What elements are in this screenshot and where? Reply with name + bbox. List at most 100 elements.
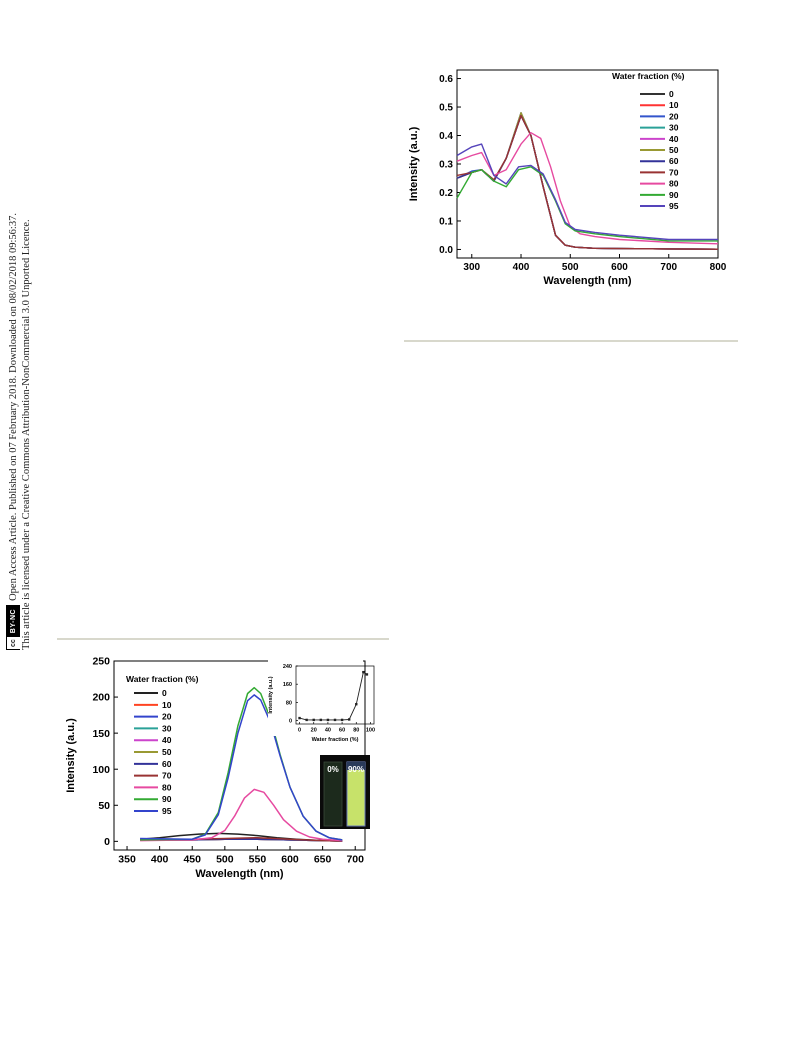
abs-y-tick-label: 0.1 bbox=[439, 216, 453, 227]
inset-group: 0 20 40 60 80 100 0 80 160 240 Water fraction (%) I… bbox=[268, 664, 375, 743]
emi-series-line-80 bbox=[140, 788, 343, 842]
emi-y-tick-label: 250 bbox=[92, 656, 110, 668]
inset-plot-frame bbox=[295, 665, 375, 725]
emi-legend-title: Water fraction (%) bbox=[126, 674, 199, 684]
inset-x-axis-label: Water fraction (%) bbox=[312, 737, 359, 743]
inset-y-axis-label: Intensity (a.u.) bbox=[268, 676, 274, 713]
inset-data-point bbox=[326, 718, 330, 722]
inset-background bbox=[268, 660, 363, 736]
photo-label-90: 90% bbox=[348, 765, 364, 774]
abs-x-tick-label: 700 bbox=[660, 262, 677, 273]
license-line-1: cc BY-NC Open Access Article. Published … bbox=[6, 10, 20, 650]
abs-y-axis-label: Intensity (a.u.) bbox=[408, 126, 420, 201]
inset-data-point bbox=[319, 718, 323, 722]
inset-data-point bbox=[312, 718, 315, 722]
inset-y-tick-label: 80 bbox=[286, 700, 292, 706]
emi-x-tick-label: 550 bbox=[249, 854, 267, 866]
inset-y-tick-label: 160 bbox=[283, 682, 292, 688]
emi-legend-entry-70: 70 bbox=[162, 771, 172, 781]
license-line-2[interactable]: This article is licensed under a Creativ… bbox=[21, 219, 32, 650]
abs-y-tick-label: 0.4 bbox=[439, 131, 453, 142]
abs-legend-entry-30: 30 bbox=[669, 123, 679, 133]
section-divider-left bbox=[57, 638, 389, 640]
emi-legend-entry-50: 50 bbox=[162, 747, 172, 757]
abs-legend-entry-10: 10 bbox=[669, 100, 679, 110]
abs-series-line-20 bbox=[456, 112, 719, 250]
inset-data-point bbox=[362, 670, 365, 674]
emi-x-tick-label: 650 bbox=[314, 854, 332, 866]
emi-y-axis-label: Intensity (a.u.) bbox=[65, 718, 77, 793]
abs-legend-entry-95: 95 bbox=[669, 201, 679, 211]
abs-legend-entry-0: 0 bbox=[669, 89, 674, 99]
cc-license-badge[interactable]: cc BY-NC bbox=[6, 604, 20, 650]
abs-legend-title: Water fraction (%) bbox=[612, 71, 685, 81]
emi-legend-entry-80: 80 bbox=[162, 782, 172, 792]
emi-x-tick-label: 450 bbox=[183, 854, 201, 866]
abs-x-tick-label: 300 bbox=[463, 262, 480, 273]
abs-y-tick-label: 0.5 bbox=[439, 103, 453, 114]
emi-series-line-95 bbox=[140, 694, 343, 841]
cc-logo-icon: cc bbox=[6, 636, 20, 649]
abs-x-tick-label: 600 bbox=[611, 262, 628, 273]
publication-notice: Open Access Article. Published on 07 Feb… bbox=[7, 213, 19, 601]
inset-x-tick-label: 40 bbox=[325, 728, 331, 734]
emi-legend-entry-60: 60 bbox=[162, 759, 172, 769]
inset-data-point bbox=[340, 718, 344, 722]
inset-y-tick-label: 240 bbox=[283, 664, 292, 670]
inset-data-point bbox=[347, 718, 351, 721]
abs-legend-entry-50: 50 bbox=[669, 145, 679, 155]
inset-data-point bbox=[355, 703, 358, 706]
emi-y-tick-label: 200 bbox=[92, 692, 110, 704]
emi-legend-entry-0: 0 bbox=[162, 688, 167, 698]
abs-legend-entry-80: 80 bbox=[669, 179, 679, 189]
emi-x-tick-label: 700 bbox=[346, 854, 364, 866]
section-divider-right bbox=[404, 340, 738, 342]
emi-y-tick-label: 150 bbox=[92, 728, 110, 740]
abs-legend-entry-40: 40 bbox=[669, 134, 679, 144]
inset-data-point bbox=[298, 716, 301, 720]
photo-label-0: 0% bbox=[327, 765, 339, 774]
cuvette-90-cap bbox=[347, 762, 365, 770]
emi-x-tick-label: 350 bbox=[118, 854, 136, 866]
by-nc-icon: BY-NC bbox=[6, 605, 20, 637]
emi-y-tick-label: 50 bbox=[98, 800, 110, 812]
abs-y-tick-label: 0.0 bbox=[439, 245, 453, 256]
emi-y-tick-label: 100 bbox=[92, 764, 110, 776]
abs-x-tick-label: 800 bbox=[710, 262, 727, 273]
inset-x-tick-label: 20 bbox=[311, 728, 317, 734]
abs-legend-entry-70: 70 bbox=[669, 167, 679, 177]
abs-y-tick-label: 0.3 bbox=[439, 160, 453, 171]
absorption-chart: 300 400 500 600 700 8000.00.10.20.30.40.50.6W… bbox=[408, 69, 727, 287]
emi-x-tick-label: 500 bbox=[216, 854, 234, 866]
abs-y-tick-label: 0.2 bbox=[439, 188, 453, 199]
abs-y-tick-label: 0.6 bbox=[439, 74, 453, 85]
emi-group: 350 400 450 500 550 600 650 700050100150200250W… bbox=[65, 656, 366, 880]
abs-x-tick-label: 400 bbox=[513, 262, 530, 273]
abs-x-axis-label: Wavelength (nm) bbox=[543, 275, 632, 287]
cuvette-0-percent bbox=[323, 761, 343, 827]
cuvette-photo: 0% 90% bbox=[320, 755, 370, 829]
inset-x-tick-label: 60 bbox=[339, 728, 345, 734]
inset-x-tick-label: 80 bbox=[353, 728, 359, 734]
inset-data-point bbox=[305, 718, 308, 722]
emi-legend-entry-10: 10 bbox=[162, 700, 172, 710]
abs-series-line-50 bbox=[456, 112, 719, 250]
abs-legend-entry-20: 20 bbox=[669, 111, 679, 121]
inset-data-point bbox=[333, 718, 337, 722]
abs-x-tick-label: 500 bbox=[562, 262, 579, 273]
inset-y-tick-label: 0 bbox=[289, 719, 292, 725]
emission-chart: 350 400 450 500 550 600 650 700050100150200250W… bbox=[65, 656, 375, 880]
emi-x-axis-label: Wavelength (nm) bbox=[195, 868, 284, 880]
inset-x-tick-label: 0 bbox=[298, 728, 301, 734]
emi-legend-entry-95: 95 bbox=[162, 806, 172, 816]
emi-legend-entry-40: 40 bbox=[162, 735, 172, 745]
abs-legend-entry-60: 60 bbox=[669, 156, 679, 166]
license-sidebar: cc BY-NC Open Access Article. Published … bbox=[0, 0, 60, 660]
abs-plot-frame bbox=[456, 69, 719, 259]
emi-x-tick-label: 400 bbox=[151, 854, 169, 866]
abs-series-line-95 bbox=[456, 143, 718, 241]
emi-legend-entry-30: 30 bbox=[162, 723, 172, 733]
abs-group: 300 400 500 600 700 8000.00.10.20.30.40.50.6W… bbox=[408, 69, 727, 287]
emi-legend-entry-90: 90 bbox=[162, 794, 172, 804]
abs-series-line-80 bbox=[456, 131, 719, 245]
